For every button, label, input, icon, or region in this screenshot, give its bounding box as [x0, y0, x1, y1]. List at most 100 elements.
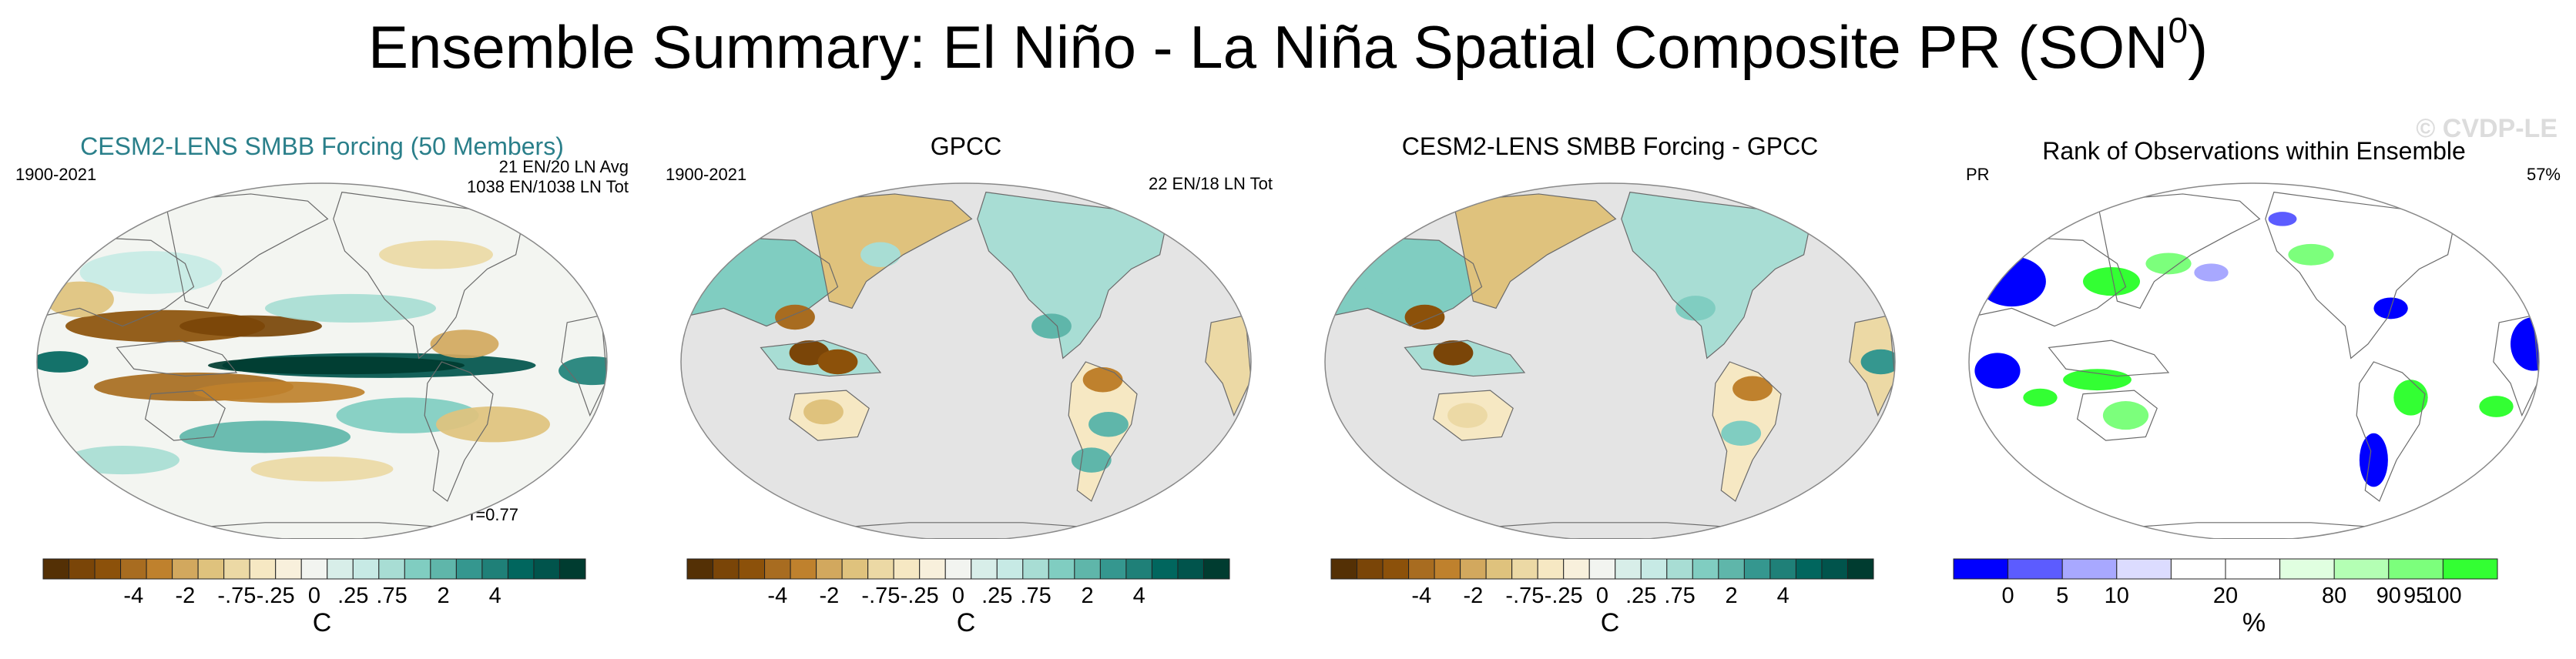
colorbar-swatch [1022, 558, 1049, 580]
colorbar-tick-label: .75 [376, 584, 408, 608]
anomaly-patch [436, 406, 550, 443]
colorbar-swatch [1202, 558, 1230, 580]
page-title-text: Ensemble Summary: El Niño - La Niña Spat… [367, 13, 2168, 81]
colorbar-swatch [404, 558, 431, 580]
colorbar-swatch [996, 558, 1024, 580]
colorbar-swatch [1485, 558, 1513, 580]
anomaly-patch [250, 456, 394, 482]
colorbar-swatch [1357, 558, 1384, 580]
map-background [681, 183, 1251, 539]
colorbar-tick-label: 0 [307, 584, 321, 608]
colorbar-swatch [275, 558, 302, 580]
colorbar-swatch [146, 558, 173, 580]
colorbar-swatch [1692, 558, 1719, 580]
colorbar-swatch [1718, 558, 1745, 580]
coast-east-asia [1452, 193, 1617, 309]
colorbar-swatch [1846, 558, 1874, 580]
rank-patch [2393, 380, 2428, 416]
map-border [36, 182, 608, 539]
colorbar-tick-label: 80 [2322, 584, 2347, 608]
colorbar-tick-label: -4 [1411, 584, 1432, 608]
rank-patch [2511, 317, 2539, 371]
map-ensemble-composite [36, 182, 608, 539]
land-north-america [977, 192, 1166, 359]
colorbar-swatch [120, 558, 147, 580]
land-greenland [1142, 190, 1200, 228]
anomaly-patch [1404, 304, 1445, 330]
map-border [1324, 182, 1896, 539]
colorbar-tick-label: -.75 [1505, 584, 1545, 608]
map-gpcc-composite [680, 182, 1252, 539]
colorbar-swatch [1743, 558, 1771, 580]
coast-south-america [2356, 361, 2426, 502]
colorbar-swatch [893, 558, 921, 580]
colorbar-swatch [94, 558, 122, 580]
panel-title: Rank of Observations within Ensemble [2042, 137, 2466, 165]
colorbar-tick-label: 0 [2001, 584, 2014, 608]
coast-australia [2076, 390, 2158, 441]
colorbar-swatch [2442, 558, 2498, 580]
colorbar-ticks: -4 -2 -.75 -.25 0 .25 .75 2 4 [644, 584, 1288, 610]
anomaly-patch [265, 293, 436, 323]
panel-title: CESM2-LENS SMBB Forcing (50 Members) [80, 132, 564, 160]
colorbar [1330, 558, 1874, 580]
coast-greenland [2430, 189, 2489, 229]
map-background [1969, 183, 2539, 539]
colorbar-tick-label: -2 [175, 584, 196, 608]
colorbar-tick-label: -4 [123, 584, 144, 608]
colorbar-tick-label: .25 [1625, 584, 1657, 608]
colorbar-swatch [327, 558, 354, 580]
rank-patch [2023, 388, 2058, 406]
colorbar-swatch [249, 558, 277, 580]
colorbar-tick-label: -.25 [256, 584, 295, 608]
colorbar-swatch [455, 558, 483, 580]
colorbar-swatch [816, 558, 843, 580]
colorbar-swatch [944, 558, 972, 580]
page-title-superscript: 0 [2168, 10, 2189, 50]
colorbar-swatch [2116, 558, 2172, 580]
colorbar-tick-label: 2 [1725, 584, 1738, 608]
anomaly-patch [558, 356, 607, 386]
map-difference [1324, 182, 1896, 539]
anomaly-patch [860, 242, 901, 268]
colorbar-swatch [1382, 558, 1410, 580]
colorbar-units: % [2242, 608, 2266, 637]
colorbar-swatch [1151, 558, 1179, 580]
colorbar-swatch [1769, 558, 1796, 580]
coast-greenland [1142, 189, 1201, 229]
colorbar-swatch [2061, 558, 2118, 580]
watermark: © CVDP-LE [2416, 114, 2558, 143]
coast-australia [144, 390, 226, 441]
colorbar-tick-label: -2 [1463, 584, 1484, 608]
anomaly-patch [1675, 296, 1716, 321]
colorbar-swatch [2007, 558, 2063, 580]
colorbar-swatch [971, 558, 998, 580]
anomaly-patch [1732, 376, 1773, 402]
colorbar-tick-label: 2 [1081, 584, 1094, 608]
colorbar-swatch [867, 558, 894, 580]
anomaly-patch [1860, 349, 1895, 375]
panel-title: CESM2-LENS SMBB Forcing - GPCC [1401, 132, 1819, 160]
colorbar-swatch [1177, 558, 1204, 580]
map-background [1325, 183, 1895, 539]
colorbar-swatch [1330, 558, 1358, 580]
colorbar-swatch [1563, 558, 1590, 580]
colorbar-swatch [481, 558, 508, 580]
anomaly-patch [37, 351, 89, 373]
page-title: Ensemble Summary: El Niño - La Niña Spat… [0, 12, 2576, 77]
anomaly-patch [179, 315, 322, 337]
colorbar-ticks: -4 -2 -.75 -.25 0 .25 .75 2 4 [0, 584, 644, 610]
map-rank [1968, 182, 2540, 539]
event-count-avg: 21 EN/20 LN Avg [498, 157, 629, 176]
coast-greenland [1786, 189, 1845, 229]
colorbar-swatch [1666, 558, 1693, 580]
colorbar-tick-label: 20 [2212, 584, 2239, 608]
colorbar-swatch [2388, 558, 2444, 580]
colorbar-swatch [1953, 558, 2009, 580]
colorbar-swatch [1460, 558, 1487, 580]
coast-australia [1432, 390, 1514, 441]
colorbar-tick-label: -4 [767, 584, 788, 608]
anomaly-patch [775, 304, 815, 330]
coast-australia [788, 390, 870, 441]
colorbar-tick-label: -.25 [900, 584, 939, 608]
